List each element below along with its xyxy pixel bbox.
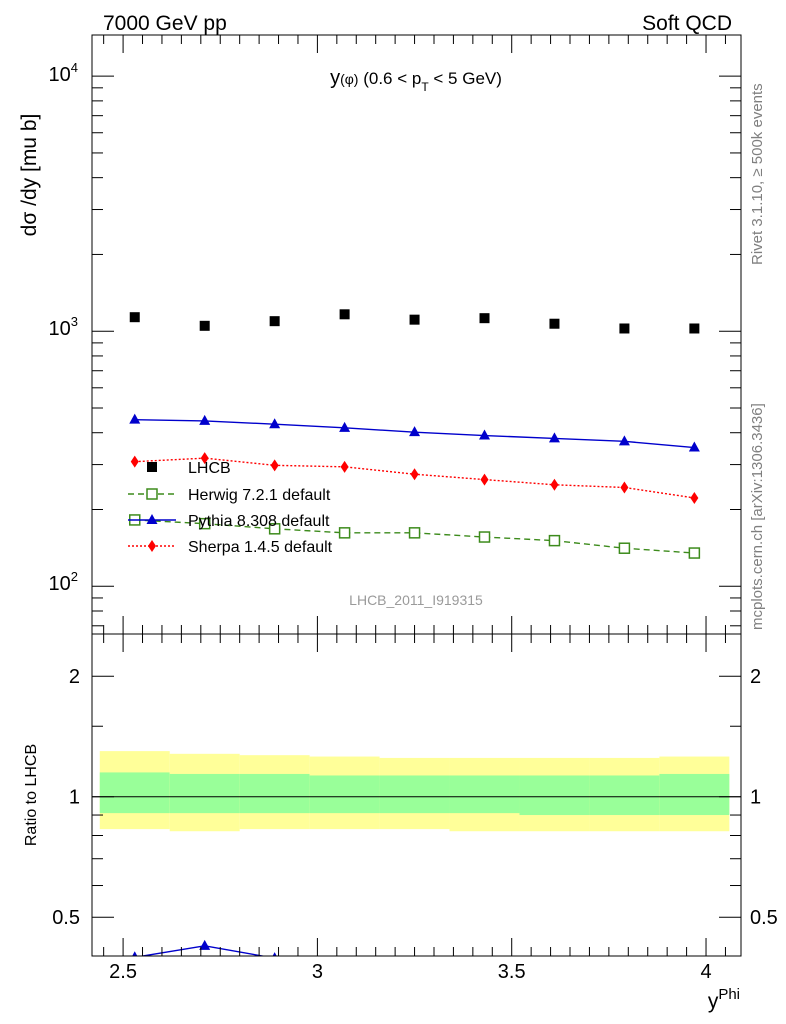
data-point (479, 429, 491, 440)
legend-label: Sherpa 1.4.5 default (188, 539, 333, 556)
legend-label: LHCB (188, 460, 231, 477)
collision-energy-label: 7000 GeV pp (103, 12, 227, 35)
ratio-panel: 0.5 0.5 1 1 2 2 Ratio to LHCB 2.5 3 3.5 4 yPhi (23, 633, 778, 1013)
ratio-point (132, 951, 138, 956)
ratio-ytick-label-left: 0.5 (52, 907, 80, 929)
series-4 (130, 452, 699, 504)
data-point (549, 318, 560, 329)
legend-marker (147, 462, 157, 472)
data-point (690, 491, 699, 504)
main-panel: 102 103 104 dσ /dy [mu b] y(φ) (0.6 < pT… (18, 34, 742, 635)
xtick-label: 3.5 (498, 961, 526, 983)
ratio-ytick-label-right: 0.5 (750, 907, 778, 929)
data-point (199, 320, 210, 331)
legend-marker (148, 540, 156, 552)
data-point (688, 441, 700, 452)
xtick-label: 4 (700, 961, 711, 983)
legend-label: Pythia 8.308 default (188, 513, 330, 530)
ratio-frame (91, 633, 742, 957)
data-point (129, 312, 140, 323)
data-point (339, 309, 350, 320)
data-point (200, 452, 209, 465)
xtick-label: 3 (312, 961, 323, 983)
legend-marker (146, 514, 158, 524)
data-point (338, 527, 351, 539)
process-label: Soft QCD (642, 12, 732, 35)
data-point (410, 468, 419, 481)
data-point (339, 421, 351, 432)
data-point (129, 413, 141, 424)
legend-item: Sherpa 1.4.5 default (128, 539, 333, 556)
mcplots-label: mcplots.cern.ch [arXiv:1306.3436] (749, 403, 766, 630)
legend-item: Pythia 8.308 default (128, 513, 330, 530)
ytick-label-10000: 104 (49, 60, 78, 86)
series-3 (129, 413, 700, 452)
uncertainty-band-inner (449, 775, 520, 814)
ratio-ylabel: Ratio to LHCB (23, 744, 40, 846)
uncertainty-band-inner (99, 772, 170, 814)
data-point (620, 481, 629, 494)
data-point (548, 432, 560, 443)
ratio-ytick-label-left: 2 (69, 666, 80, 688)
data-point (619, 323, 630, 334)
legend: LHCB Herwig 7.2.1 default Pythia 8.308 def… (128, 460, 333, 556)
ratio-ytick-label-left: 1 (69, 787, 80, 809)
ytick-label-100: 102 (49, 569, 78, 595)
data-point (548, 534, 561, 547)
data-point (270, 459, 279, 472)
data-point (409, 426, 421, 437)
series-1 (129, 309, 700, 334)
legend-marker (146, 488, 158, 500)
uncertainty-band-inner (519, 775, 590, 816)
ratio-ytick-label-right: 2 (750, 666, 761, 688)
data-point (268, 523, 281, 535)
uncertainty-band-inner (379, 775, 450, 814)
data-point (199, 414, 211, 425)
pythia-ratio (132, 939, 277, 956)
main-title: y(φ) (0.6 < pT < 5 GeV) (330, 67, 502, 94)
xtick-label: 2.5 (109, 961, 137, 983)
analysis-watermark: LHCB_2011_I919315 (349, 592, 483, 608)
data-point (409, 314, 420, 325)
data-point (340, 460, 349, 473)
legend-label: Herwig 7.2.1 default (188, 487, 331, 504)
data-point (269, 418, 281, 429)
uncertainty-band-inner (309, 775, 380, 814)
uncertainty-band-inner (589, 775, 660, 816)
ratio-point (272, 952, 277, 956)
data-point (408, 527, 421, 539)
uncertainty-band-inner (169, 773, 240, 814)
data-point (688, 547, 701, 559)
uncertainty-band-inner (239, 773, 310, 814)
data-point (618, 542, 631, 554)
data-point (269, 316, 280, 327)
ytick-label-1000: 103 (49, 314, 78, 340)
rivet-label: Rivet 3.1.10, ≥ 500k events (749, 83, 766, 265)
main-ylabel: dσ /dy [mu b] (18, 114, 41, 237)
uncertainty-band-inner (659, 773, 730, 816)
data-point (550, 478, 559, 491)
data-point (480, 473, 489, 486)
ratio-point (199, 939, 211, 950)
data-point (198, 517, 211, 530)
ratio-ytick-label-right: 1 (750, 787, 761, 809)
data-point (130, 455, 139, 468)
data-point (618, 435, 630, 446)
data-point (689, 323, 700, 334)
data-point (478, 531, 491, 543)
legend-item: LHCB (147, 460, 231, 477)
data-point (479, 313, 490, 324)
x-axis-label: yPhi (708, 986, 740, 1013)
legend-item: Herwig 7.2.1 default (128, 487, 331, 504)
